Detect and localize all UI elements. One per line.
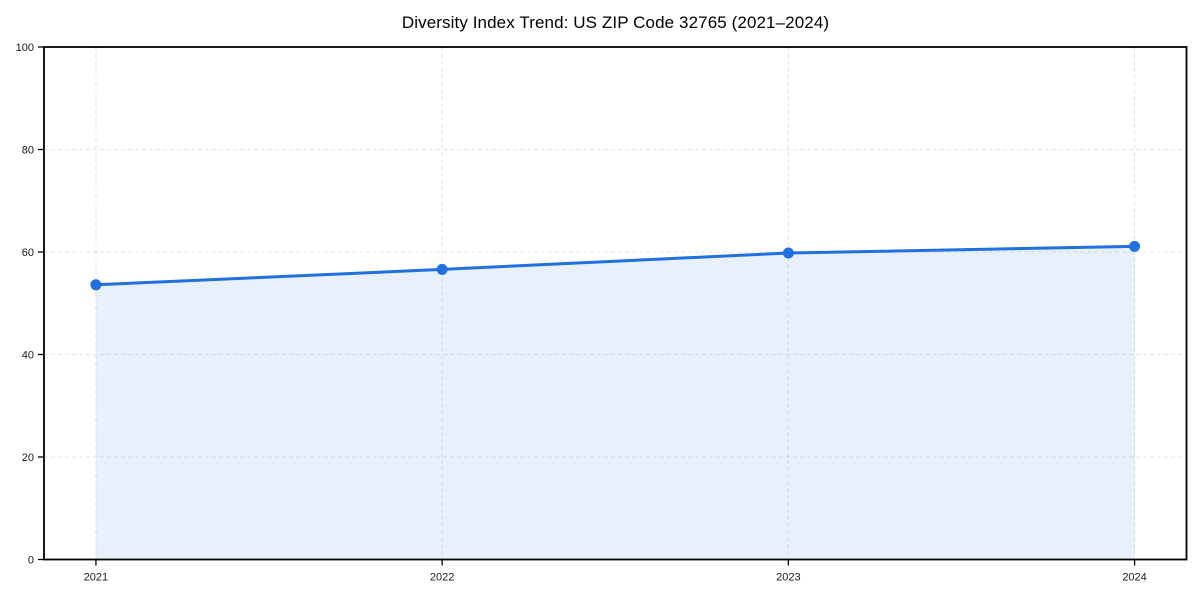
trend-line <box>94 244 1137 287</box>
data-point-marker <box>90 279 102 291</box>
y-tick-label: 100 <box>16 42 34 54</box>
y-tick-label: 20 <box>22 452 34 464</box>
y-tick-label: 80 <box>22 145 34 157</box>
y-tick-label: 60 <box>22 247 34 259</box>
data-point-marker <box>782 247 794 259</box>
area-fill <box>95 246 1135 560</box>
plot-border <box>43 46 1188 561</box>
x-tick-label: 2023 <box>776 572 800 584</box>
x-tick-label: 2024 <box>1122 572 1146 584</box>
y-tick-label: 40 <box>22 350 34 362</box>
y-tick-label: 0 <box>28 555 34 567</box>
data-point-marker <box>1129 240 1141 252</box>
chart-title: Diversity Index Trend: US ZIP Code 32765… <box>401 13 830 32</box>
x-tick-label: 2021 <box>84 572 108 584</box>
x-tick-label: 2022 <box>430 572 454 584</box>
data-point-marker <box>436 263 448 275</box>
